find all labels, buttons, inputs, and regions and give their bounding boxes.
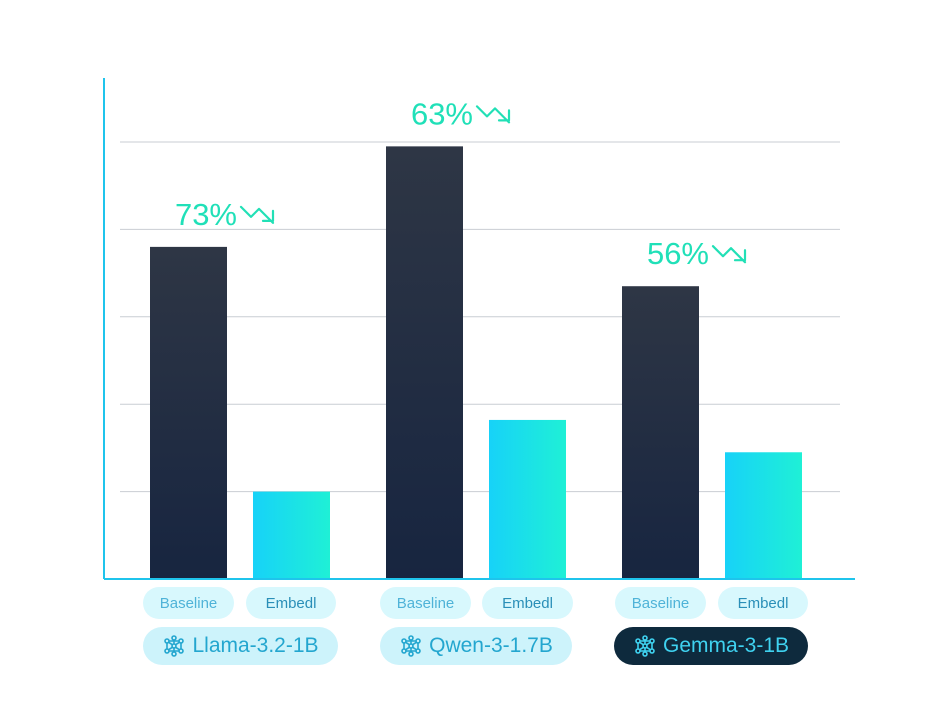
embedl-label: Embedl bbox=[718, 587, 808, 619]
reduction-percent: 73% bbox=[175, 197, 237, 232]
baseline-label: Baseline bbox=[143, 587, 234, 619]
reduction-annotations: 73% 63% 56% bbox=[175, 96, 747, 271]
model-tab-label: Llama-3.2-1B bbox=[192, 634, 319, 657]
bar-embedl bbox=[725, 452, 802, 579]
bar-baseline bbox=[622, 286, 699, 579]
model-tab-label: Qwen-3-1.7B bbox=[429, 634, 553, 657]
bars bbox=[150, 146, 802, 579]
brain-network-icon bbox=[401, 635, 421, 657]
trend-down-icon bbox=[711, 245, 747, 264]
trend-down-icon bbox=[475, 105, 511, 124]
trend-down-icon bbox=[239, 205, 275, 224]
bar-embedl bbox=[253, 491, 330, 579]
embedl-label: Embedl bbox=[246, 587, 336, 619]
gridlines bbox=[120, 141, 840, 493]
brain-network-icon bbox=[635, 635, 655, 657]
reduction-annotation: 56% bbox=[647, 236, 747, 271]
baseline-label: Baseline bbox=[615, 587, 706, 619]
bar-baseline bbox=[150, 246, 227, 579]
reduction-percent: 56% bbox=[647, 236, 709, 271]
model-tab-qwen[interactable]: Qwen-3-1.7B bbox=[380, 627, 572, 665]
bar-baseline bbox=[386, 146, 463, 579]
brain-network-icon bbox=[164, 635, 185, 657]
reduction-percent: 63% bbox=[411, 96, 473, 131]
embedl-label: Embedl bbox=[482, 587, 573, 619]
model-tab-gemma[interactable]: Gemma-3-1B bbox=[614, 627, 808, 665]
model-tab-label: Gemma-3-1B bbox=[662, 634, 790, 657]
model-tab-llama[interactable]: Llama-3.2-1B bbox=[143, 627, 338, 665]
baseline-label: Baseline bbox=[380, 587, 471, 619]
reduction-annotation: 63% bbox=[411, 96, 511, 131]
bar-embedl bbox=[489, 419, 566, 579]
reduction-annotation: 73% bbox=[175, 197, 275, 232]
